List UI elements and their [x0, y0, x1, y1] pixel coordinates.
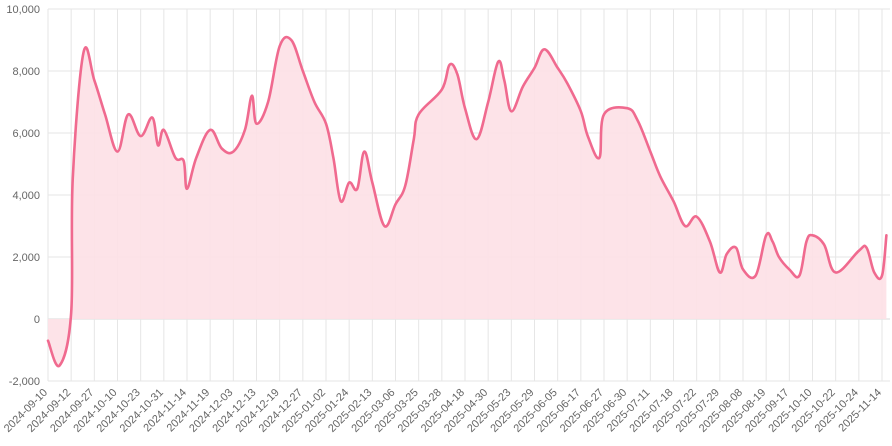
series-area	[48, 37, 887, 367]
series-line	[46, 35, 888, 368]
series-line-path	[46, 35, 888, 368]
y-tick-label: -2,000	[9, 376, 40, 388]
area-fill	[48, 37, 887, 367]
y-axis-tick-labels: -2,000 0 2,000 4,000 6,000 8,000 10,000	[6, 4, 40, 388]
y-tick-label: 8,000	[12, 66, 40, 78]
y-tick-label: 6,000	[12, 128, 40, 140]
y-tick-label: 0	[34, 314, 40, 326]
y-tick-label: 10,000	[6, 4, 40, 16]
y-tick-label: 4,000	[12, 190, 40, 202]
y-tick-label: 2,000	[12, 252, 40, 264]
x-axis-tick-labels: 2024-09-102024-09-122024-09-272024-10-10…	[2, 387, 884, 435]
